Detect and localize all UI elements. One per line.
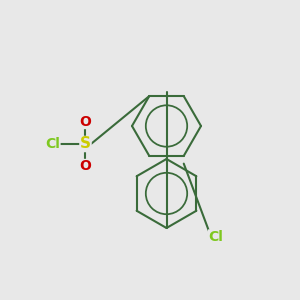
Text: Cl: Cl	[45, 137, 60, 151]
Text: Cl: Cl	[208, 230, 224, 244]
Text: O: O	[80, 115, 92, 128]
Text: S: S	[80, 136, 91, 152]
Text: O: O	[80, 160, 92, 173]
